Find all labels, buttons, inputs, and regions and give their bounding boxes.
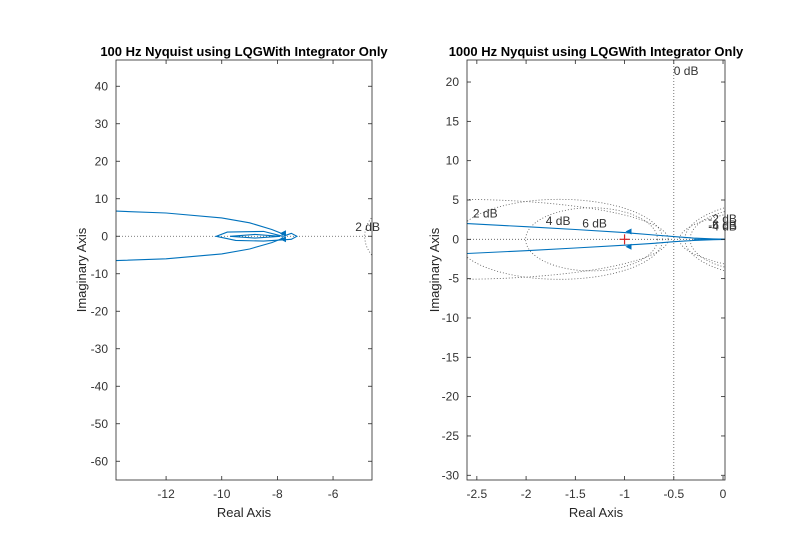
db-annotation: 6 dB xyxy=(582,217,607,231)
chart-title: 1000 Hz Nyquist using LQGWith Integrator… xyxy=(449,44,744,59)
plot-area xyxy=(466,59,726,481)
x-tick-label: 0 xyxy=(720,487,727,501)
x-tick-label: -2 xyxy=(521,487,532,501)
y-tick-label: 10 xyxy=(446,154,460,168)
db-annotation: 4 dB xyxy=(546,214,571,228)
y-tick-label: 15 xyxy=(446,114,460,128)
y-tick-label: 5 xyxy=(452,193,459,207)
x-tick-label: -10 xyxy=(213,487,231,501)
chart-left: 100 Hz Nyquist using LQGWith Integrator … xyxy=(74,44,547,520)
y-tick-label: -10 xyxy=(91,267,109,281)
y-tick-label: -15 xyxy=(442,350,460,364)
db-annotation: 0 dB xyxy=(674,64,699,78)
db-annotation: -4 dB xyxy=(708,220,737,234)
y-tick-label: -25 xyxy=(442,429,460,443)
direction-marker xyxy=(625,228,632,235)
x-tick-label: -8 xyxy=(272,487,283,501)
y-axis-label: Imaginary Axis xyxy=(74,227,89,312)
y-tick-label: -50 xyxy=(91,417,109,431)
y-tick-label: -60 xyxy=(91,454,109,468)
y-tick-label: 30 xyxy=(95,117,109,131)
x-tick-label: -6 xyxy=(328,487,339,501)
y-tick-label: -5 xyxy=(448,272,459,286)
db-annotation: 2 dB xyxy=(473,206,498,220)
y-tick-label: 20 xyxy=(446,75,460,89)
x-tick-label: -2.5 xyxy=(467,487,488,501)
direction-marker xyxy=(279,230,286,237)
grid-locus xyxy=(489,213,547,260)
series-line xyxy=(116,210,284,236)
y-axis-label: Imaginary Axis xyxy=(427,227,442,312)
grid-locus xyxy=(525,207,658,272)
grid-locus xyxy=(444,221,481,251)
x-tick-label: -0.5 xyxy=(663,487,684,501)
chart-right: 1000 Hz Nyquist using LQGWith Integrator… xyxy=(427,44,744,520)
y-tick-label: 0 xyxy=(452,232,459,246)
y-tick-label: 40 xyxy=(95,79,109,93)
x-axis-label: Real Axis xyxy=(217,505,272,520)
direction-marker xyxy=(279,236,286,243)
series-line xyxy=(467,223,725,240)
y-tick-label: -30 xyxy=(442,468,460,482)
db-annotation: -2 dB xyxy=(708,212,737,226)
y-tick-label: 20 xyxy=(95,154,109,168)
y-tick-label: -20 xyxy=(91,304,109,318)
y-tick-label: 10 xyxy=(95,192,109,206)
y-tick-label: 0 xyxy=(101,229,108,243)
x-axis-label: Real Axis xyxy=(569,505,624,520)
chart-title: 100 Hz Nyquist using LQGWith Integrator … xyxy=(100,44,388,59)
series-line xyxy=(214,230,299,242)
direction-marker xyxy=(625,243,632,250)
grid-locus xyxy=(364,216,372,256)
db-annotation: -6 dB xyxy=(708,218,737,232)
series-line xyxy=(467,238,725,255)
y-tick-label: -40 xyxy=(91,379,109,393)
y-tick-label: -30 xyxy=(91,342,109,356)
series-line xyxy=(230,233,281,239)
x-tick-label: -12 xyxy=(157,487,175,501)
x-tick-label: -1.5 xyxy=(565,487,586,501)
db-annotation: 2 dB xyxy=(355,220,380,234)
y-tick-label: -10 xyxy=(442,311,460,325)
x-tick-label: -1 xyxy=(619,487,630,501)
y-tick-label: -20 xyxy=(442,390,460,404)
plot-area xyxy=(115,59,373,481)
